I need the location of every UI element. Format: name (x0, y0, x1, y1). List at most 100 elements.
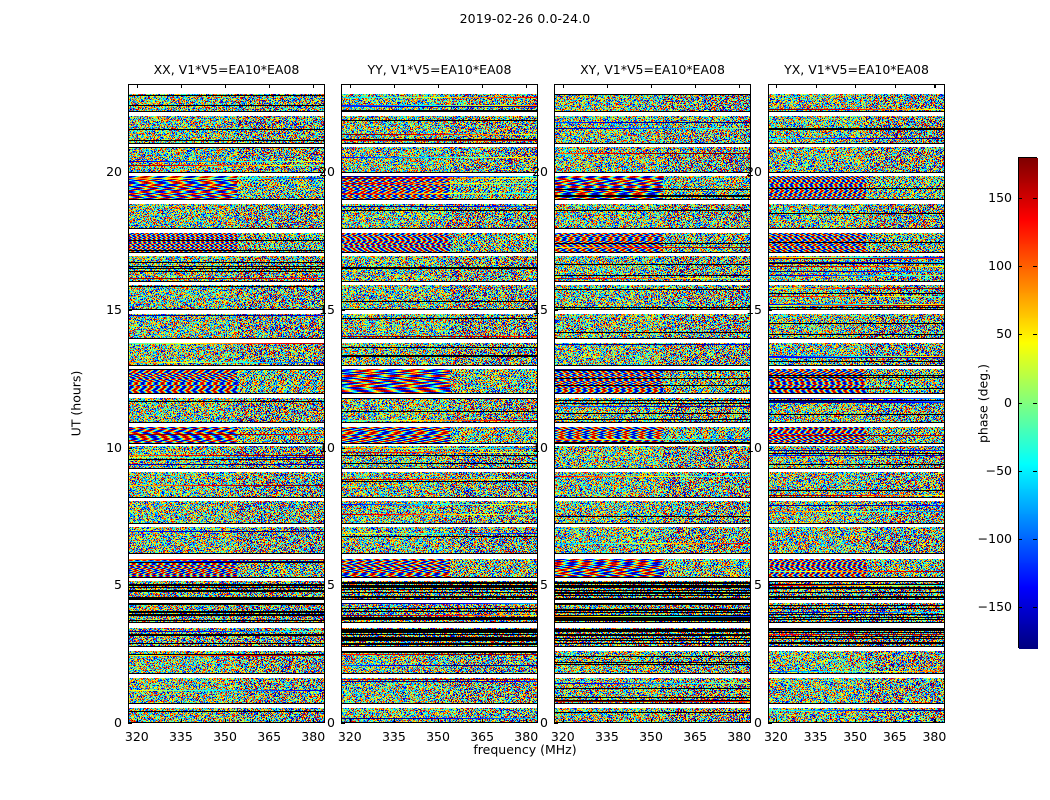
x-tick-mark-top (482, 84, 484, 88)
y-tick-label: 10 (746, 439, 762, 455)
x-tick-mark (482, 719, 484, 723)
y-tick-label: 10 (319, 439, 335, 455)
x-tick-mark (775, 719, 778, 723)
x-tick-mark (180, 719, 183, 723)
panel-title-xx: XX, V1*V5=EA10*EA08 (153, 62, 300, 77)
x-tick-mark-top (606, 84, 609, 88)
y-tick-mark (341, 447, 345, 449)
x-tick-label: 350 (426, 729, 450, 744)
x-tick-label: 380 (301, 729, 326, 744)
y-tick-label: 20 (746, 164, 762, 180)
colorbar-tick-mark-right (1033, 538, 1037, 540)
colorbar-tick-mark-right (1033, 266, 1037, 268)
heatmap-panel-yy[interactable] (341, 84, 538, 723)
colorbar-tick-mark (1018, 197, 1022, 199)
colorbar-tick-mark (1018, 607, 1022, 609)
y-tick-label: 15 (319, 301, 335, 317)
colorbar-tick-mark (1018, 334, 1022, 336)
x-tick-label: 365 (683, 729, 708, 744)
x-tick-mark (815, 719, 817, 723)
x-tick-label: 335 (381, 729, 406, 744)
x-axis-label: frequency (MHz) (473, 742, 577, 757)
x-tick-mark (526, 719, 528, 723)
x-tick-mark (651, 719, 653, 723)
x-tick-label: 320 (763, 729, 788, 744)
x-tick-label: 320 (337, 729, 362, 744)
y-tick-label: 5 (327, 577, 335, 593)
y-tick-mark (128, 585, 132, 587)
y-tick-mark (128, 172, 132, 174)
y-tick-label: 0 (327, 715, 335, 730)
x-tick-mark-top (349, 84, 351, 88)
colorbar-tick-label: 50 (996, 326, 1012, 342)
x-tick-mark (225, 719, 227, 723)
x-tick-mark (695, 719, 697, 723)
y-tick-mark (554, 447, 558, 449)
x-tick-mark-top (393, 84, 396, 88)
x-tick-mark-top (739, 84, 741, 88)
heatmap-panel-xy[interactable] (554, 84, 751, 723)
x-tick-mark (313, 719, 315, 723)
x-tick-label: 320 (124, 729, 149, 744)
x-tick-mark-top (855, 84, 857, 88)
x-tick-mark-top (269, 84, 271, 88)
x-tick-label: 350 (843, 729, 868, 744)
x-tick-mark-top (815, 84, 817, 88)
colorbar-label: phase (deg.) (975, 364, 991, 443)
colorbar-tick-mark-right (1033, 607, 1037, 609)
colorbar-tick-label: −100 (977, 530, 1012, 546)
y-tick-mark (341, 172, 345, 174)
colorbar-tick-mark-right (1033, 470, 1037, 472)
heatmap-panel-yx[interactable] (768, 84, 945, 723)
x-tick-mark (393, 719, 396, 723)
x-tick-mark-top (225, 84, 227, 88)
x-tick-label: 335 (803, 729, 828, 744)
y-tick-mark (128, 309, 132, 311)
y-tick-mark (768, 172, 772, 174)
colorbar[interactable] (1018, 157, 1038, 649)
x-tick-mark (934, 719, 936, 723)
x-tick-mark (562, 719, 564, 723)
y-tick-mark (768, 309, 772, 311)
heatmap-panel-xx[interactable] (128, 84, 325, 723)
y-tick-label: 5 (540, 577, 548, 593)
x-tick-label: 380 (922, 729, 947, 744)
colorbar-tick-label: 150 (988, 189, 1012, 205)
y-tick-label: 20 (532, 164, 548, 180)
x-tick-mark (855, 719, 857, 723)
x-tick-mark (349, 719, 351, 723)
y-axis-label: UT (hours) (68, 370, 84, 437)
y-tick-label: 0 (114, 715, 122, 730)
x-tick-label: 335 (168, 729, 193, 744)
x-tick-mark-top (651, 84, 653, 88)
y-tick-label: 0 (754, 715, 762, 730)
x-tick-mark (739, 719, 741, 723)
x-tick-mark-top (438, 84, 440, 88)
y-tick-mark (128, 723, 132, 725)
x-tick-label: 350 (213, 729, 237, 744)
x-tick-label: 365 (470, 729, 495, 744)
y-tick-mark (128, 447, 132, 449)
heatmap-image-yy (342, 85, 537, 722)
y-tick-mark (554, 309, 558, 311)
colorbar-tick-mark-right (1033, 197, 1037, 199)
colorbar-tick-label: 0 (1004, 394, 1012, 410)
heatmap-image-xy (555, 85, 750, 722)
x-tick-mark-top (894, 84, 896, 88)
panel-title-xy: XY, V1*V5=EA10*EA08 (580, 62, 725, 77)
y-tick-label: 5 (114, 577, 122, 593)
x-tick-label: 365 (882, 729, 907, 744)
y-tick-mark (554, 585, 558, 587)
x-tick-label: 335 (594, 729, 619, 744)
x-tick-mark (136, 719, 138, 723)
y-tick-mark (554, 723, 558, 725)
y-tick-mark (554, 172, 558, 174)
x-tick-label: 380 (514, 729, 539, 744)
y-tick-mark (341, 723, 345, 725)
panel-title-yy: YY, V1*V5=EA10*EA08 (367, 62, 512, 77)
y-tick-mark (341, 309, 345, 311)
colorbar-tick-label: 100 (988, 258, 1012, 274)
x-tick-mark-top (136, 84, 138, 88)
figure-suptitle: 2019-02-26 0.0-24.0 (459, 11, 591, 26)
